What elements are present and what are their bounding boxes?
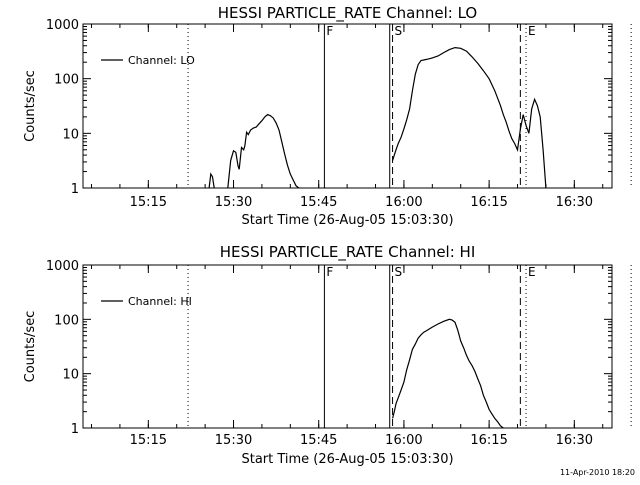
- series-line: [227, 113, 300, 189]
- x-tick-label: 15:45: [300, 433, 337, 448]
- y-tick-label: 10: [62, 368, 79, 383]
- y-tick-label: 1000: [46, 259, 79, 274]
- series-line: [208, 172, 215, 189]
- x-tick-label: 15:30: [215, 433, 252, 448]
- x-tick-label: 15:30: [215, 195, 252, 210]
- x-axis-label: Start Time (26-Aug-05 15:03:30): [241, 213, 453, 228]
- event-marker-label: S: [395, 24, 403, 38]
- x-tick-label: 16:15: [470, 433, 507, 448]
- x-tick-label: 15:45: [300, 195, 337, 210]
- legend-label: Channel: HI: [128, 295, 192, 308]
- event-marker-label: F: [326, 24, 333, 38]
- x-tick-label: 16:30: [556, 433, 593, 448]
- event-marker-label: S: [395, 265, 403, 279]
- y-tick-label: 100: [54, 313, 79, 328]
- x-axis-label: Start Time (26-Aug-05 15:03:30): [241, 452, 453, 467]
- y-tick-label: 10: [62, 127, 79, 142]
- chart-title: HESSI PARTICLE_RATE Channel: LO: [218, 4, 477, 23]
- x-tick-label: 15:15: [130, 195, 167, 210]
- x-tick-label: 16:15: [470, 195, 507, 210]
- y-tick-label: 1: [71, 422, 79, 437]
- series-line: [392, 46, 547, 189]
- legend-label: Channel: LO: [128, 54, 195, 67]
- x-tick-label: 16:00: [385, 433, 422, 448]
- y-axis-label: Counts/sec: [23, 70, 38, 142]
- event-marker-label: E: [528, 265, 536, 279]
- y-tick-label: 1: [71, 182, 79, 197]
- footer-timestamp: 11-Apr-2010 18:20: [560, 468, 635, 477]
- y-axis-label: Counts/sec: [23, 311, 38, 383]
- x-tick-label: 16:00: [385, 195, 422, 210]
- x-tick-label: 15:15: [130, 433, 167, 448]
- series-line: [392, 318, 504, 429]
- x-tick-label: 16:30: [556, 195, 593, 210]
- y-tick-label: 100: [54, 73, 79, 88]
- event-marker-label: F: [326, 265, 333, 279]
- chart-title: HESSI PARTICLE_RATE Channel: HI: [220, 243, 476, 262]
- event-marker-label: E: [528, 24, 536, 38]
- y-tick-label: 1000: [46, 18, 79, 33]
